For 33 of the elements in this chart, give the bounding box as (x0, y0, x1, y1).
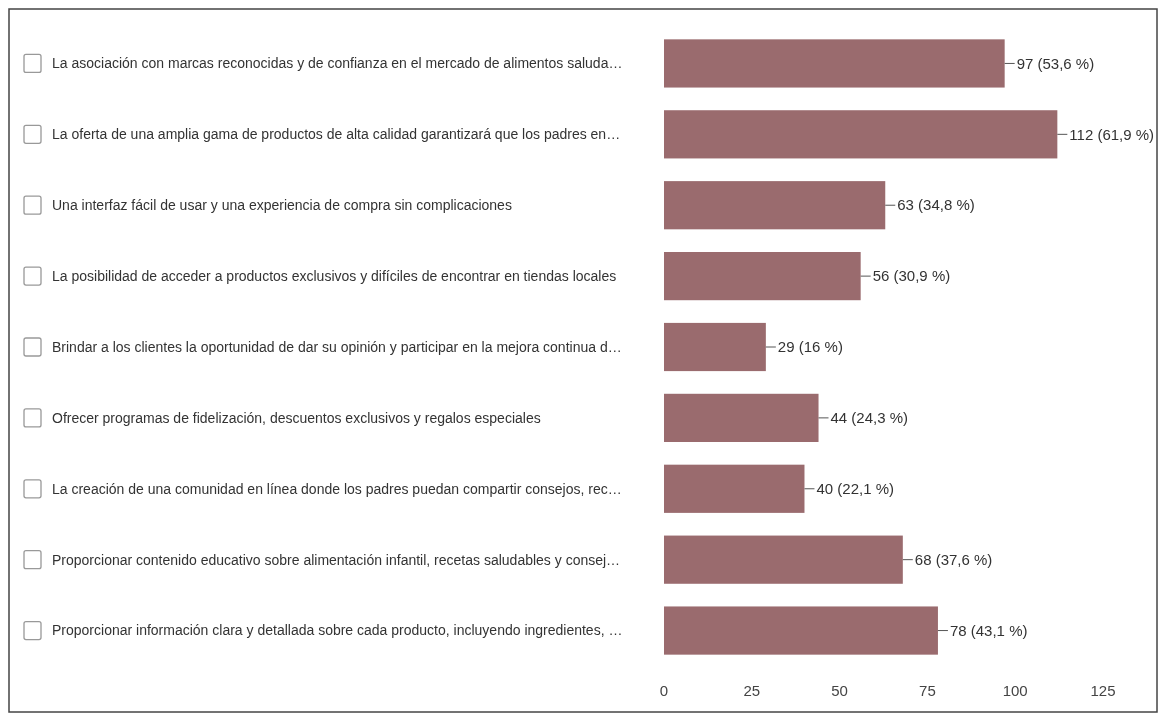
bar (664, 535, 903, 584)
x-tick-label: 75 (919, 682, 936, 699)
x-tick-label: 100 (1002, 682, 1028, 699)
x-tick-label: 50 (831, 682, 848, 699)
y-tick-label: Una interfaz fácil de usar y una experiencia de compra sin complicaciones (52, 197, 512, 214)
y-tick-label: La asociación con marcas reconocidas y de confianza en el mercado de alimentos saluda… (52, 55, 623, 72)
data-label: 78 (43,1 %) (949, 621, 1028, 639)
y-tick-label: La creación de una comunidad en línea donde los padres puedan compartir consejos, rec… (52, 480, 622, 497)
y-tick-label: Proporcionar contenido educativo sobre alimentación infantil, recetas saludables y consej… (52, 551, 621, 568)
x-tick-label: 125 (1090, 682, 1116, 699)
bar (664, 606, 938, 655)
bar (664, 110, 1058, 159)
data-label: 44 (24,3 %) (830, 409, 909, 427)
bar (664, 464, 805, 513)
y-tick-label: Ofrecer programas de fidelización, descuentos exclusivos y regalos especiales (52, 409, 541, 426)
data-label: 63 (34,8 %) (897, 196, 975, 214)
bar (664, 39, 1005, 88)
y-tick-label: La oferta de una amplia gama de productos de alta calidad garantizará que los padres en… (52, 126, 621, 143)
x-tick-label: 0 (659, 682, 669, 699)
x-tick-label: 25 (743, 682, 761, 699)
bar (664, 393, 819, 442)
bar (664, 181, 886, 230)
data-label: 29 (16 %) (777, 338, 843, 356)
bar (664, 252, 861, 301)
y-tick-label: La posibilidad de acceder a productos exclusivos y difíciles de encontrar en tiendas locales (52, 268, 617, 285)
y-tick-label: Proporcionar información clara y detallada sobre cada producto, incluyendo ingredientes, … (52, 622, 623, 639)
data-label: 68 (37,6 %) (914, 550, 993, 568)
data-label: 97 (53,6 %) (1016, 54, 1095, 72)
data-label: 56 (30,9 %) (872, 267, 951, 285)
data-label: 40 (22,1 %) (816, 480, 895, 498)
bar (664, 322, 766, 372)
y-tick-label: Brindar a los clientes la oportunidad de dar su opinión y participar en la mejora continua d… (52, 338, 622, 355)
data-label: 112 (61,9 %) (1069, 125, 1155, 143)
